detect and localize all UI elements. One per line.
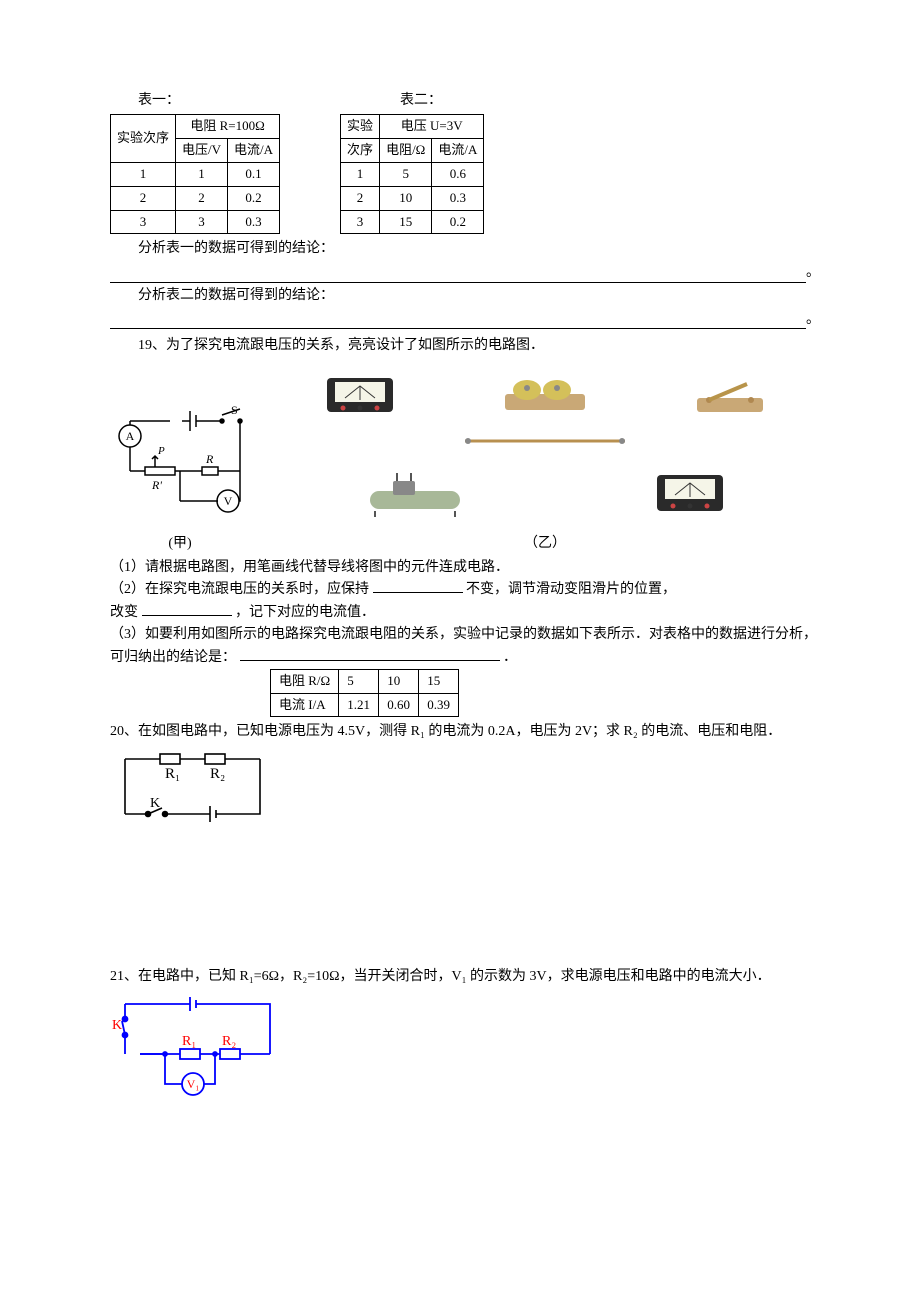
t1-r2c2: 0.2	[228, 186, 280, 210]
circuit19-svg: A S P R R' V	[110, 401, 250, 531]
t1-r3c0: 3	[111, 210, 176, 234]
q19-p2: （2）在探究电流跟电压的关系时，应保持 不变，调节滑动变阻滑片的位置，	[110, 579, 820, 601]
t1-hdr-group: 电阻 R=100Ω	[176, 115, 280, 139]
period1: 。	[806, 262, 820, 284]
analysis1-blank	[110, 263, 806, 283]
q19t-r1c3: 15	[419, 669, 459, 693]
q19t-r1c0: 电阻 R/Ω	[271, 669, 339, 693]
t1-r3c2: 0.3	[228, 210, 280, 234]
q19-table: 电阻 R/Ω 5 10 15 电流 I/A 1.21 0.60 0.39	[270, 669, 459, 718]
t2-r1c2: 0.6	[432, 162, 484, 186]
t1-r1c2: 0.1	[228, 162, 280, 186]
lbl-V: V	[224, 494, 233, 508]
t2-r1c1: 5	[380, 162, 432, 186]
q19-stem: 19、为了探究电流跟电压的关系，亮亮设计了如图所示的电路图．	[110, 335, 820, 357]
table2: 实验 电压 U=3V 次序 电阻/Ω 电流/A 1 5 0.6 2 10 0.3…	[340, 114, 484, 234]
t1-r1c1: 1	[176, 162, 228, 186]
table2-title: 表二：	[340, 90, 484, 112]
q19-fig-jia: A S P R R' V (甲)	[110, 401, 250, 555]
lbl21-R2: R₂	[222, 1034, 236, 1049]
circuit21-svg: K R₁ R₂ V₁	[110, 989, 290, 1109]
lbl-A: A	[126, 429, 135, 443]
rheostat-photo	[355, 461, 475, 521]
lbl-R2: R₂	[210, 766, 225, 782]
t2-col2: 电流/A	[432, 139, 484, 163]
table1-title: 表一：	[110, 90, 280, 112]
t1-r2c0: 2	[111, 186, 176, 210]
q19-p2a: （2）在探究电流跟电压的关系时，应保持	[110, 582, 369, 597]
q19t-r2c3: 0.39	[419, 693, 459, 717]
wire-photo	[460, 431, 630, 451]
t1-col1: 电压/V	[176, 139, 228, 163]
analysis2-blank	[110, 309, 806, 329]
t2-r1c0: 1	[341, 162, 380, 186]
q21-stem: 21、在电路中，已知 R₁=6Ω，R₂=10Ω，当开关闭合时，V₁ 的示数为 3…	[110, 966, 820, 988]
t2-r3c0: 3	[341, 210, 380, 234]
table1-block: 表一： 实验次序 电阻 R=100Ω 电压/V 电流/A 1 1 0.1 2 2…	[110, 90, 280, 234]
q19-p3: （3）如要利用如图所示的电路探究电流跟电阻的关系，实验中记录的数据如下表所示．对…	[110, 624, 820, 669]
t2-r3c1: 15	[380, 210, 432, 234]
t2-hdr-group: 电压 U=3V	[380, 115, 484, 139]
lbl21-V1: V₁	[187, 1077, 200, 1091]
t2-col1: 电阻/Ω	[380, 139, 432, 163]
t1-col2: 电流/A	[228, 139, 280, 163]
q19-p2c: 改变	[110, 605, 138, 620]
lbl-R: R	[205, 452, 214, 466]
q19-p1: （1）请根据电路图，用笔画线代替导线将图中的元件连成电路．	[110, 557, 820, 579]
t2-r2c1: 10	[380, 186, 432, 210]
t2-r2c2: 0.3	[432, 186, 484, 210]
caption-jia: (甲)	[168, 533, 191, 555]
q19-p2-line2: 改变 ，记下对应的电流值．	[110, 602, 820, 624]
q20-stem: 20、在如图电路中，已知电源电压为 4.5V，测得 R₁ 的电流为 0.2A，电…	[110, 721, 820, 743]
lbl-K: K	[150, 796, 160, 811]
q19t-r1c2: 10	[379, 669, 419, 693]
lbl-S: S	[231, 403, 238, 417]
lbl-P: P	[157, 445, 165, 457]
t2-col0b: 次序	[341, 139, 380, 163]
q19t-r1c1: 5	[339, 669, 379, 693]
q19-blank2	[142, 602, 232, 616]
q19-photos: （乙）	[270, 366, 820, 555]
lbl21-K: K	[112, 1018, 122, 1033]
q19t-r2c1: 1.21	[339, 693, 379, 717]
t2-col0a: 实验	[341, 115, 380, 139]
lbl-R1: R₁	[165, 766, 180, 782]
q19-blank3	[240, 647, 500, 661]
switch-photo	[685, 366, 775, 421]
battery-photo	[495, 366, 595, 421]
caption-yi: （乙）	[270, 533, 820, 555]
circuit20-svg: R₁ R₂ K	[110, 744, 280, 834]
voltmeter-photo	[645, 461, 735, 521]
lbl21-R1: R₁	[182, 1034, 196, 1049]
tables-row: 表一： 实验次序 电阻 R=100Ω 电压/V 电流/A 1 1 0.1 2 2…	[110, 90, 820, 234]
q20-workspace	[110, 842, 820, 962]
q19t-r2c0: 电流 I/A	[271, 693, 339, 717]
table2-block: 表二： 实验 电压 U=3V 次序 电阻/Ω 电流/A 1 5 0.6 2 10…	[340, 90, 484, 234]
q19-blank1	[373, 579, 463, 593]
ammeter-photo	[315, 366, 405, 421]
analysis2-label: 分析表二的数据可得到的结论：	[110, 285, 820, 307]
analysis1-label: 分析表一的数据可得到的结论：	[110, 238, 820, 260]
t2-r2c0: 2	[341, 186, 380, 210]
t1-col0: 实验次序	[111, 115, 176, 163]
q19-figures: A S P R R' V (甲) （乙）	[110, 366, 820, 555]
q19-p2b: 不变，调节滑动变阻滑片的位置，	[466, 582, 676, 597]
t1-r3c1: 3	[176, 210, 228, 234]
q19-p2d: ，记下对应的电流值．	[235, 605, 375, 620]
t1-r1c0: 1	[111, 162, 176, 186]
table1: 实验次序 电阻 R=100Ω 电压/V 电流/A 1 1 0.1 2 2 0.2…	[110, 114, 280, 234]
t2-r3c2: 0.2	[432, 210, 484, 234]
t1-r2c1: 2	[176, 186, 228, 210]
period2: 。	[806, 309, 820, 331]
q19-p3b: ．	[503, 650, 517, 665]
q19t-r2c2: 0.60	[379, 693, 419, 717]
lbl-Rp: R'	[151, 478, 162, 492]
